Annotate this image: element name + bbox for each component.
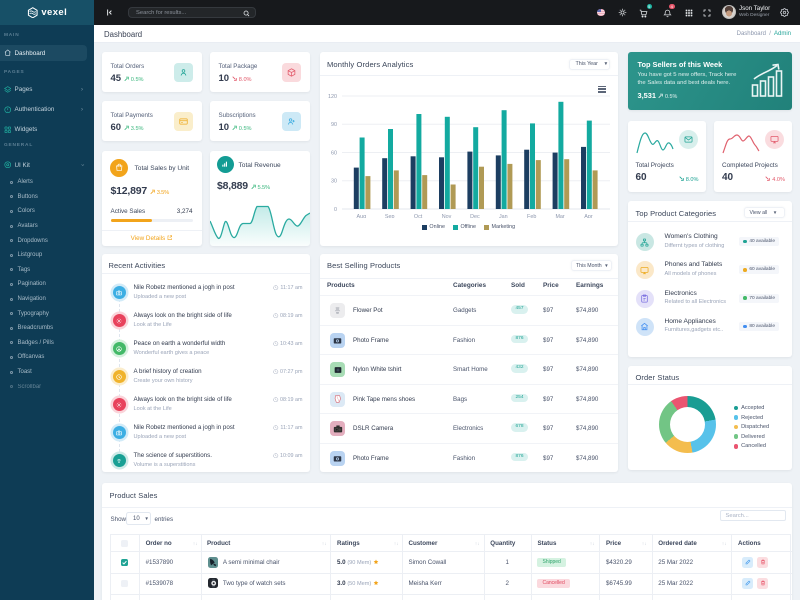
svg-text:0: 0 bbox=[334, 207, 337, 213]
svg-text:Mar: Mar bbox=[555, 214, 564, 218]
svg-text:90: 90 bbox=[331, 122, 337, 128]
svg-text:Feb: Feb bbox=[527, 214, 536, 218]
svg-text:60: 60 bbox=[331, 151, 337, 157]
svg-text:Sep: Sep bbox=[385, 214, 395, 218]
svg-text:120: 120 bbox=[328, 94, 337, 100]
svg-text:Jan: Jan bbox=[499, 214, 508, 218]
svg-text:Oct: Oct bbox=[414, 214, 423, 218]
svg-text:Apr: Apr bbox=[584, 214, 593, 218]
svg-text:Aug: Aug bbox=[357, 214, 367, 218]
svg-text:Nov: Nov bbox=[442, 214, 452, 218]
svg-text:Dec: Dec bbox=[470, 214, 480, 218]
svg-text:30: 30 bbox=[331, 179, 337, 185]
